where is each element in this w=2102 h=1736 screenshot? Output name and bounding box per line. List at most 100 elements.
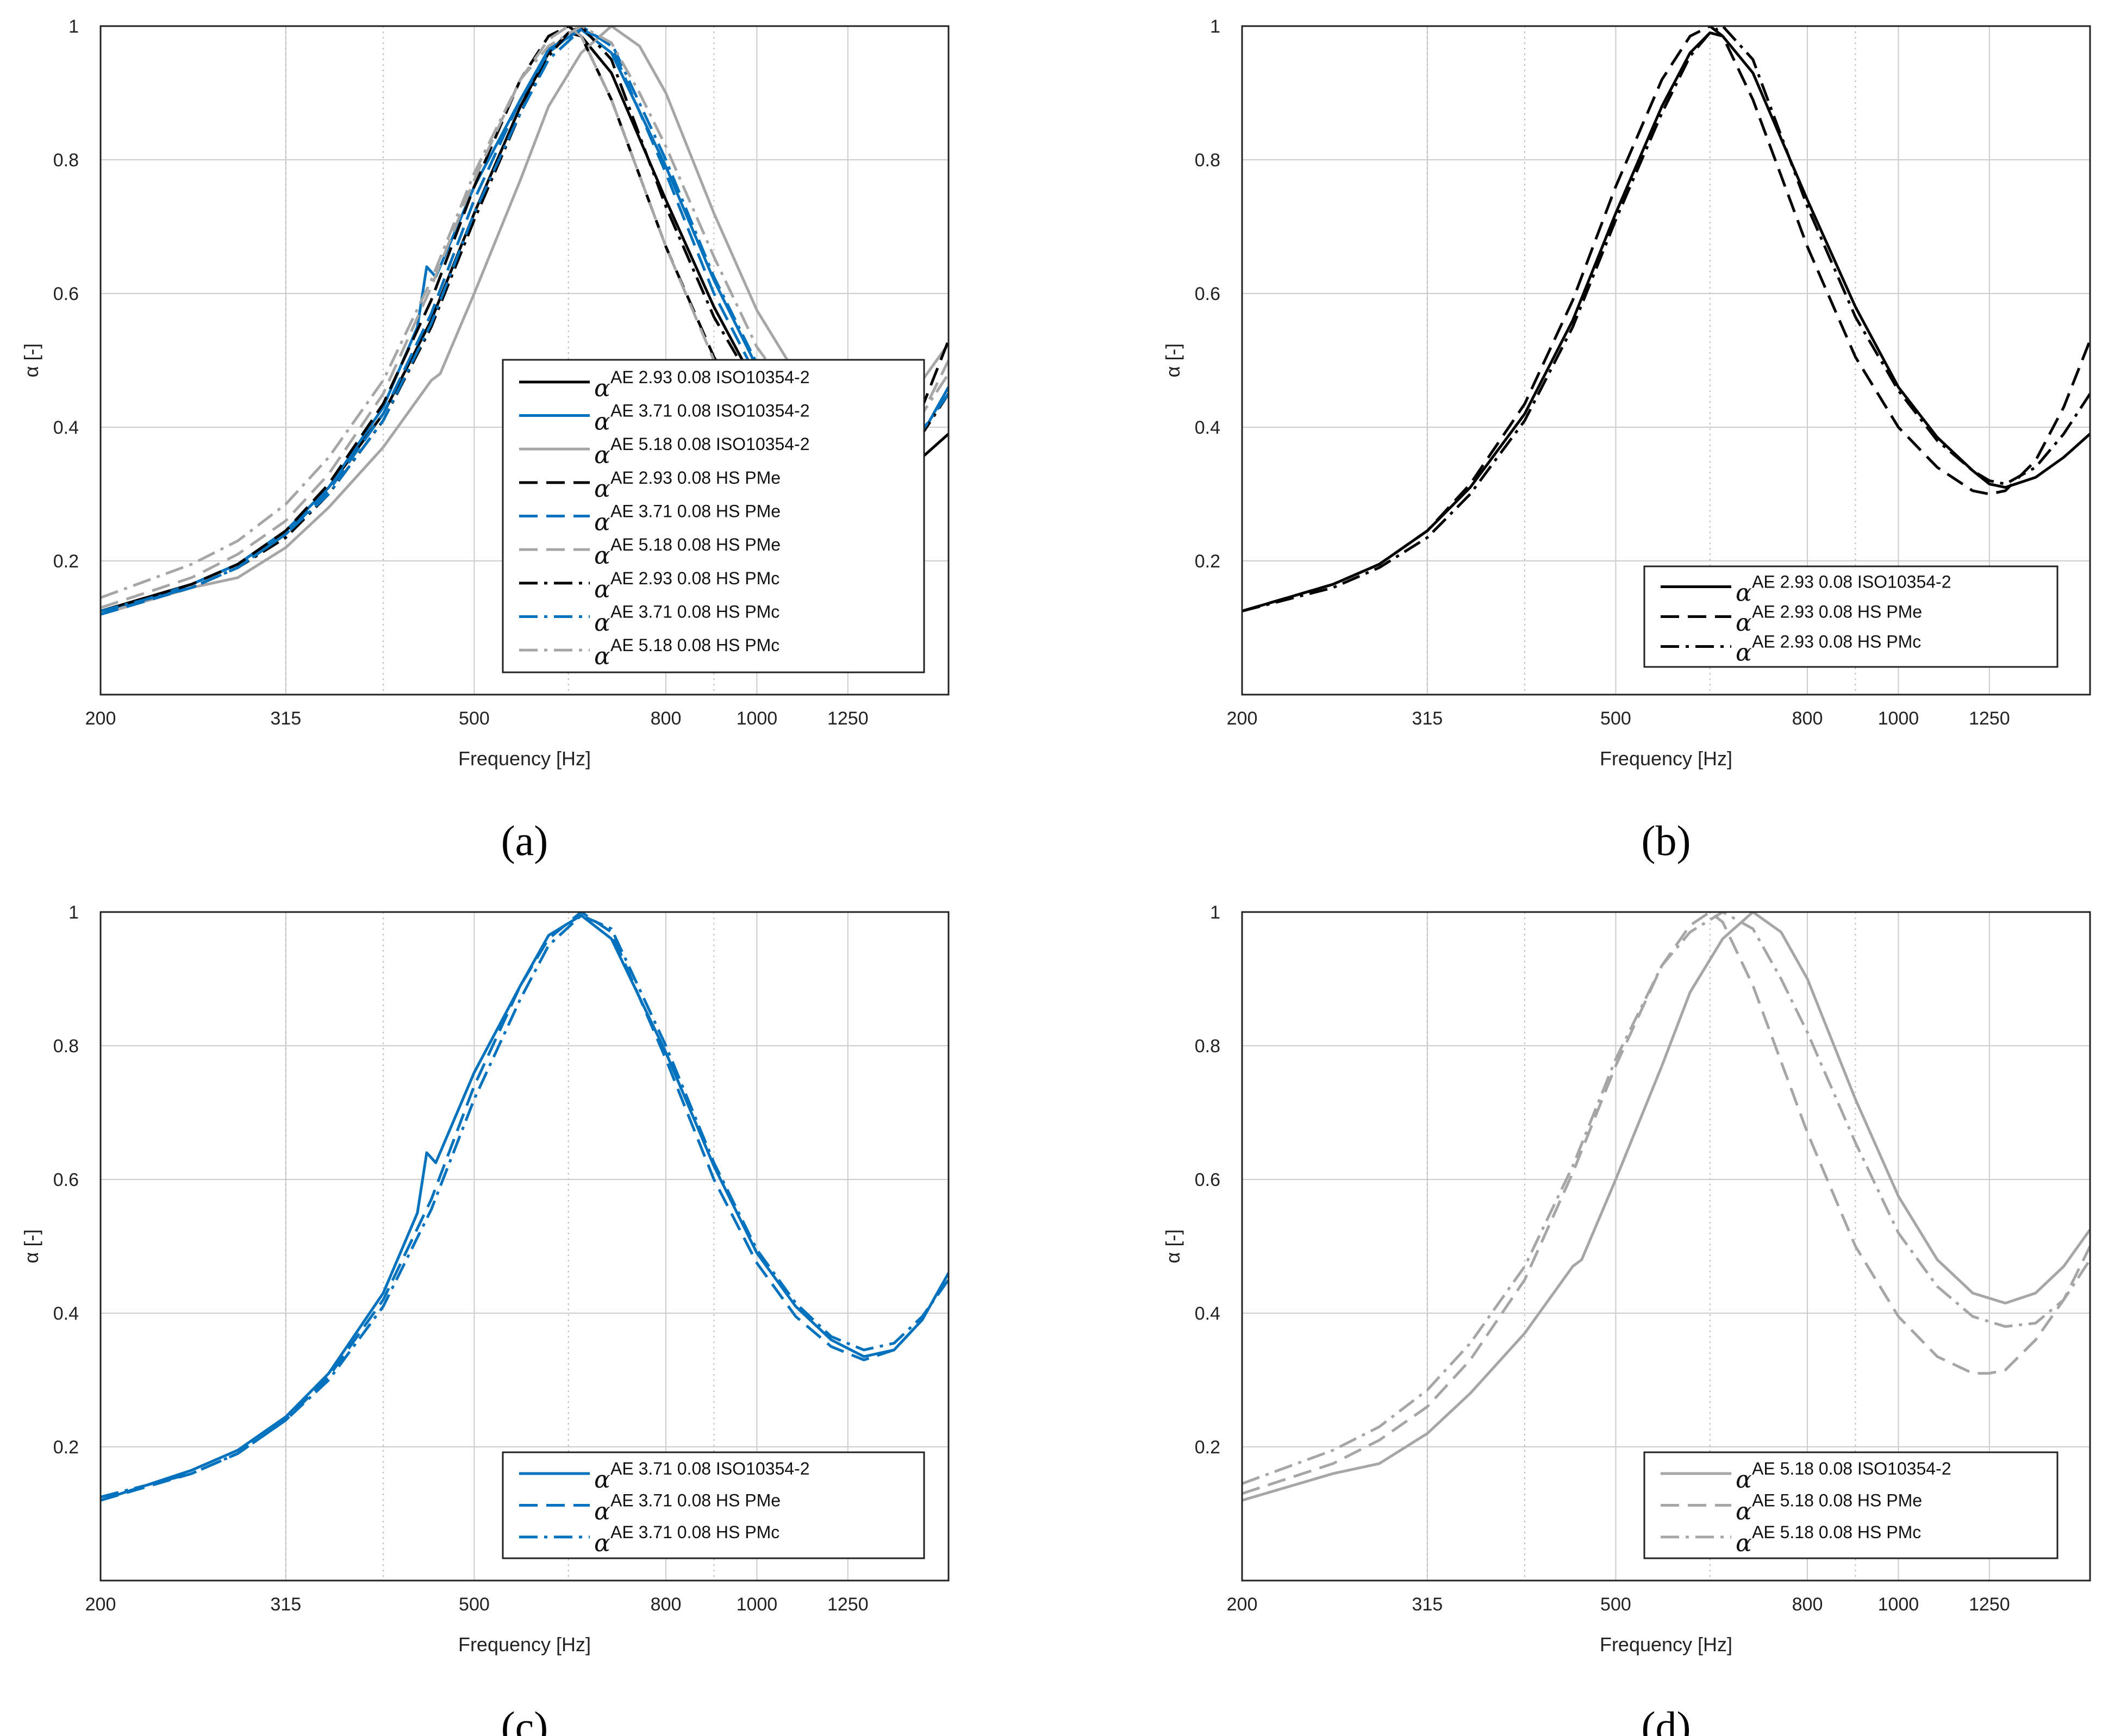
x-tick-label: 500 — [1600, 708, 1631, 729]
x-tick-label: 315 — [270, 708, 301, 729]
x-tick-label: 315 — [1412, 708, 1443, 729]
y-tick-label: 0.2 — [53, 1437, 79, 1458]
x-tick-label: 500 — [1600, 1594, 1631, 1615]
y-tick-label: 0.4 — [53, 417, 79, 438]
x-axis-label: Frequency [Hz] — [1600, 747, 1732, 770]
legend-entry: AE 2.93 0.08 ISO10354-2 — [1752, 572, 1951, 592]
legend-entry: AE 3.71 0.08 ISO10354-2 — [610, 401, 809, 421]
y-tick-label: 1 — [1210, 16, 1220, 37]
series-group — [1242, 912, 2090, 1502]
y-tick-label: 0.8 — [53, 150, 79, 171]
x-tick-label: 1000 — [737, 708, 778, 729]
series-line-ae-2-93-pme — [1242, 26, 2090, 613]
x-tick-label: 1250 — [1969, 1594, 2010, 1615]
x-tick-label: 1250 — [827, 708, 869, 729]
legend-entry: AE 3.71 0.08 ISO10354-2 — [610, 1459, 809, 1478]
y-tick-label: 0.6 — [1195, 284, 1220, 304]
panel-caption: (b) — [1642, 817, 1691, 864]
y-tick-label: 0.6 — [53, 1170, 79, 1190]
axes-frame — [1241, 911, 2091, 1582]
y-tick-label: 0.6 — [53, 284, 79, 304]
series-line-ae-3-71-pmc — [101, 28, 949, 613]
legend-box — [1643, 565, 2059, 668]
legend-box — [502, 359, 925, 673]
panel-caption: (a) — [501, 817, 548, 864]
legend-entry: AE 2.93 0.08 HS PMc — [1752, 632, 1921, 652]
legend-entry: AE 2.93 0.08 HS PMe — [610, 468, 781, 488]
series-line-ae-2-93-pme — [101, 26, 949, 613]
legend-entry: AE 5.18 0.08 HS PMe — [610, 535, 781, 554]
x-tick-label: 800 — [651, 708, 682, 729]
legend: α AE 2.93 0.08 ISO10354-2α AE 3.71 0.08 IS… — [502, 359, 925, 673]
y-tick-label: 0.8 — [1195, 150, 1220, 171]
legend-alpha-symbol: α — [594, 642, 610, 670]
legend: α AE 3.71 0.08 ISO10354-2 α AE 3.71 0.08 HS… — [502, 1451, 925, 1559]
legend-entry: AE 3.71 0.08 HS PMc — [610, 602, 779, 622]
y-tick-label: 1 — [68, 16, 79, 37]
x-tick-label: 1250 — [1969, 708, 2010, 729]
legend-alpha-symbol: α — [1736, 609, 1752, 637]
x-tick-label: 200 — [85, 1594, 116, 1615]
x-tick-label: 800 — [1792, 708, 1823, 729]
x-tick-label: 1250 — [827, 1594, 869, 1615]
legend-entry: AE 5.18 0.08 ISO10354-2 — [610, 434, 809, 454]
legend-alpha-symbol: α — [594, 441, 610, 469]
y-tick-label: 0.4 — [1195, 417, 1220, 438]
series-line-ae-3-71-iso — [101, 914, 949, 1502]
legend-entry: AE 3.71 0.08 HS PMc — [610, 1522, 779, 1542]
legend-alpha-symbol: α — [594, 408, 610, 436]
y-tick-label: 0.2 — [53, 551, 79, 572]
series-line-ae-5-18-pme — [1242, 912, 2090, 1495]
legend-box — [1643, 1451, 2059, 1559]
x-tick-label: 500 — [459, 708, 490, 729]
legend-entry: AE 3.71 0.08 HS PMe — [610, 502, 781, 521]
chart-panel-b: 200 315 500 800 1000 1250 0.2 0.4 0.6 0.8 1 Frequen… — [1162, 16, 2091, 864]
legend-alpha-symbol: α — [594, 609, 610, 637]
y-tick-label: 0.2 — [1195, 551, 1220, 572]
y-tick-label: 0.6 — [1195, 1170, 1220, 1190]
panel-caption: (d) — [1642, 1703, 1691, 1736]
legend-alpha-symbol: α — [1736, 579, 1752, 607]
x-tick-label: 315 — [1412, 1594, 1443, 1615]
y-axis-label: α [-] — [1162, 1229, 1184, 1264]
legend-alpha-symbol: α — [594, 576, 610, 603]
x-axis-label: Frequency [Hz] — [1600, 1633, 1732, 1656]
x-tick-label: 1000 — [1878, 708, 1919, 729]
axes-frame — [1241, 25, 2091, 696]
y-tick-label: 0.8 — [1195, 1036, 1220, 1057]
x-tick-label: 800 — [1792, 1594, 1823, 1615]
legend-alpha-symbol: α — [1736, 1529, 1752, 1557]
series-line-ae-5-18-iso — [1242, 912, 2090, 1502]
chart-panel-d: 200 315 500 800 1000 1250 0.2 0.4 0.6 0.8 1 Frequen… — [1162, 902, 2091, 1736]
y-tick-label: 0.4 — [1195, 1303, 1220, 1324]
x-tick-label: 315 — [270, 1594, 301, 1615]
legend-entry: AE 2.93 0.08 HS PMe — [1752, 602, 1922, 622]
x-tick-label: 1000 — [1878, 1594, 1919, 1615]
legend-alpha-symbol: α — [594, 475, 610, 503]
legend-alpha-symbol: α — [1736, 639, 1752, 667]
legend-entry: AE 3.71 0.08 HS PMe — [610, 1491, 781, 1510]
series-line-ae-3-71-pmc — [101, 914, 949, 1498]
x-tick-label: 800 — [651, 1594, 682, 1615]
legend-entry: AE 2.93 0.08 ISO10354-2 — [610, 367, 809, 387]
legend-alpha-symbol: α — [594, 1498, 610, 1526]
y-axis-label: α [-] — [20, 344, 42, 378]
legend-alpha-symbol: α — [1736, 1498, 1752, 1526]
panel-caption: (c) — [501, 1703, 548, 1736]
series-line-ae-2-93-iso — [1242, 31, 2090, 613]
legend: α AE 5.18 0.08 ISO10354-2α AE 5.18 0.08 HS… — [1643, 1451, 2059, 1559]
series-group — [101, 912, 949, 1502]
y-tick-label: 1 — [1210, 902, 1220, 923]
legend-alpha-symbol: α — [594, 509, 610, 536]
y-tick-label: 1 — [68, 902, 79, 923]
chart-panel-a: 200 315 500 800 1000 1250 0.2 0.4 0.6 0.8 1 Frequen… — [20, 16, 950, 864]
legend: α AE 2.93 0.08 ISO10354-2α AE 2.93 0.08 HS… — [1643, 565, 2059, 668]
x-tick-label: 200 — [85, 708, 116, 729]
axes-frame — [99, 25, 950, 696]
legend-entry: AE 2.93 0.08 HS PMc — [610, 569, 779, 588]
y-tick-label: 0.2 — [1195, 1437, 1220, 1458]
legend-alpha-symbol: α — [594, 1529, 610, 1557]
y-axis-label: α [-] — [20, 1229, 42, 1264]
legend-entry: AE 5.18 0.08 HS PMc — [610, 635, 779, 655]
